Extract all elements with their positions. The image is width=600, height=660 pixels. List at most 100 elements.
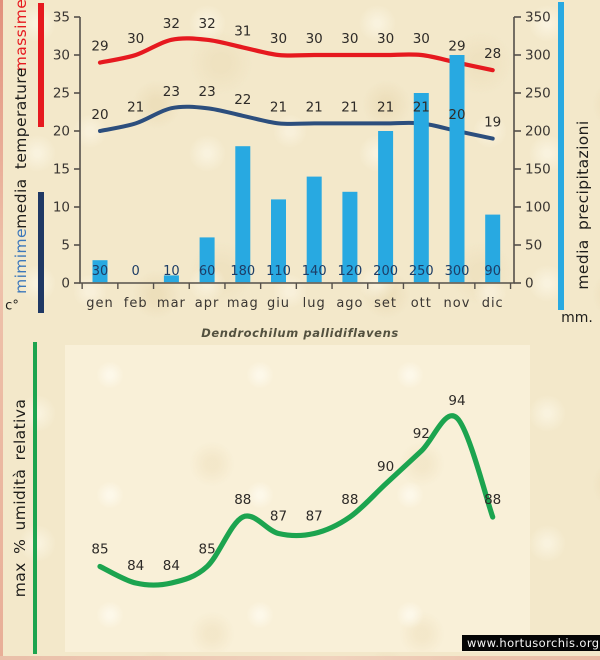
svg-text:92: 92 [413, 426, 430, 442]
svg-text:85: 85 [199, 542, 216, 558]
svg-text:mar: mar [157, 296, 186, 311]
svg-text:85: 85 [91, 542, 108, 558]
precipitation-bar [235, 146, 250, 282]
svg-text:88: 88 [234, 492, 251, 508]
svg-text:0: 0 [61, 276, 70, 292]
svg-text:120: 120 [337, 264, 362, 279]
precipitation-bar [414, 93, 429, 282]
svg-text:giu: giu [267, 296, 290, 311]
svg-text:84: 84 [127, 558, 144, 574]
svg-text:lug: lug [303, 296, 326, 311]
svg-text:20: 20 [448, 107, 465, 123]
svg-text:200: 200 [373, 264, 398, 279]
svg-text:30: 30 [377, 31, 394, 47]
svg-text:23: 23 [199, 84, 216, 100]
svg-text:nov: nov [444, 296, 471, 311]
svg-text:dic: dic [482, 296, 504, 311]
svg-text:25: 25 [53, 86, 70, 102]
svg-text:110: 110 [266, 264, 291, 279]
svg-text:88: 88 [341, 492, 358, 508]
svg-text:60: 60 [199, 264, 216, 279]
svg-text:21: 21 [270, 99, 287, 115]
svg-text:0: 0 [132, 264, 140, 279]
svg-text:feb: feb [124, 296, 148, 311]
humidity-axis-line [33, 342, 37, 654]
scan-edge-bottom [0, 656, 600, 660]
svg-text:87: 87 [270, 509, 287, 525]
svg-text:90: 90 [484, 264, 501, 279]
svg-text:ago: ago [336, 296, 363, 311]
svg-text:21: 21 [127, 99, 144, 115]
mm-unit-label: mm. [561, 310, 593, 326]
svg-text:140: 140 [302, 264, 327, 279]
svg-text:84: 84 [163, 558, 180, 574]
svg-text:90: 90 [377, 459, 394, 475]
svg-text:19: 19 [484, 115, 501, 131]
svg-text:10: 10 [53, 200, 70, 216]
svg-text:30: 30 [127, 31, 144, 47]
media-precipitazioni-label: media precipitazioni [574, 120, 592, 289]
svg-text:180: 180 [230, 264, 255, 279]
top-chart-axes: 05101520253035050100150200250300350 [53, 10, 551, 292]
svg-text:30: 30 [341, 31, 358, 47]
svg-text:28: 28 [484, 46, 501, 62]
svg-text:88: 88 [484, 492, 501, 508]
svg-text:32: 32 [199, 16, 216, 32]
svg-text:150: 150 [525, 162, 551, 178]
svg-text:mag: mag [227, 296, 259, 311]
website-watermark: www.hortusorchis.org [462, 635, 600, 651]
svg-text:30: 30 [53, 48, 70, 64]
svg-text:94: 94 [448, 393, 465, 409]
svg-text:gen: gen [86, 296, 114, 311]
svg-text:250: 250 [525, 86, 551, 102]
svg-text:200: 200 [525, 124, 551, 140]
massime-legend-bar [38, 3, 44, 127]
svg-text:300: 300 [525, 48, 551, 64]
svg-text:30: 30 [92, 264, 109, 279]
precipitation-bars [93, 55, 501, 282]
minime-line [100, 107, 493, 139]
minime-label: mimime [12, 228, 30, 294]
svg-text:23: 23 [163, 84, 180, 100]
massime-line [100, 38, 493, 70]
svg-text:5: 5 [61, 238, 70, 254]
svg-text:50: 50 [525, 238, 542, 254]
svg-text:0: 0 [525, 276, 534, 292]
svg-text:29: 29 [448, 39, 465, 55]
humidity-line [100, 416, 493, 585]
svg-text:87: 87 [306, 509, 323, 525]
month-labels: genfebmaraprmaggiulugagosetottnovdic [86, 296, 503, 311]
scan-edge-left [0, 0, 3, 660]
species-title: Dendrochilum pallidiflavens [0, 326, 600, 340]
svg-text:250: 250 [409, 264, 434, 279]
svg-text:30: 30 [413, 31, 430, 47]
svg-text:21: 21 [413, 99, 430, 115]
svg-text:ott: ott [411, 296, 432, 311]
svg-text:22: 22 [234, 92, 251, 108]
precipitation-bar [450, 55, 465, 282]
svg-text:300: 300 [445, 264, 470, 279]
humidity-axis-label: max % umidità relativa [11, 399, 29, 597]
svg-text:20: 20 [91, 107, 108, 123]
svg-text:apr: apr [195, 296, 220, 311]
humidity-chart: 85 84 84 85 88 87 87 88 90 92 94 88 [91, 393, 501, 585]
precipitation-bar [378, 131, 393, 282]
svg-text:set: set [374, 296, 397, 311]
massime-label: massime [12, 0, 30, 71]
celsius-unit-label: c° [5, 299, 19, 314]
temperature-lines [100, 38, 493, 138]
svg-text:10: 10 [163, 264, 180, 279]
svg-text:15: 15 [53, 162, 70, 178]
climate-diagram-page: { "title": "Dendrochilum pallidiflavens"… [0, 0, 600, 660]
svg-text:35: 35 [53, 10, 70, 26]
svg-text:32: 32 [163, 16, 180, 32]
precipitazioni-legend-bar [558, 2, 564, 310]
minime-legend-bar [38, 192, 44, 313]
svg-text:21: 21 [341, 99, 358, 115]
svg-text:31: 31 [234, 23, 251, 39]
svg-text:30: 30 [306, 31, 323, 47]
svg-text:350: 350 [525, 10, 551, 26]
media-temperature-label: media temperature [12, 67, 30, 228]
svg-text:21: 21 [377, 99, 394, 115]
svg-text:30: 30 [270, 31, 287, 47]
